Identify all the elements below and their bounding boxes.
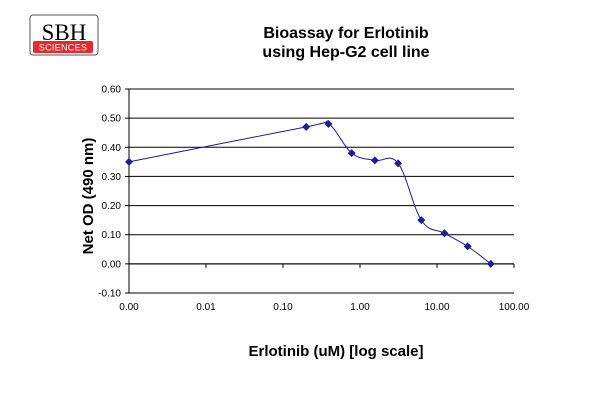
gridlines — [125, 88, 514, 294]
x-tick-label: 0.00 — [119, 302, 139, 313]
data-point-marker — [347, 149, 356, 158]
data-point-marker — [302, 122, 311, 131]
data-point-marker — [463, 242, 472, 251]
y-tick-label: 0.20 — [102, 201, 122, 212]
x-tick-label: 1.00 — [350, 302, 370, 313]
y-tick-label: 0.30 — [102, 172, 122, 183]
x-axis — [128, 263, 515, 268]
data-point-marker — [394, 159, 403, 168]
x-tick-label: 100.00 — [499, 302, 530, 313]
data-point-marker — [417, 216, 426, 225]
data-point-marker — [125, 157, 133, 166]
series-erlotinib — [125, 119, 495, 268]
chart-title-line-1: Bioassay for Erlotinib — [263, 25, 429, 42]
x-axis-tick-labels: 0.00 0.01 0.10 1.00 10.00 100.00 — [119, 302, 529, 313]
y-tick-label: 0.10 — [102, 230, 122, 241]
x-tick-label: 0.10 — [273, 302, 293, 313]
data-point-marker — [324, 119, 333, 128]
y-tick-label: 0.00 — [102, 259, 122, 270]
x-tick-label: 10.00 — [424, 302, 449, 313]
y-tick-label: -0.10 — [98, 289, 121, 300]
logo-bottom-text: SCIENCES — [39, 43, 87, 53]
x-tick-label: 0.01 — [196, 302, 216, 313]
sbh-sciences-logo: SBH SCIENCES — [29, 14, 99, 56]
data-point-marker — [440, 229, 449, 238]
y-tick-label: 0.50 — [102, 114, 122, 125]
series-line — [128, 120, 492, 265]
x-axis-label: Erlotinib (uM) [log scale] — [249, 343, 424, 360]
y-axis-tick-labels: -0.10 0.00 0.10 0.20 0.30 0.40 0.50 0.60 — [98, 85, 121, 300]
y-tick-label: 0.40 — [102, 143, 122, 154]
data-point-marker — [486, 259, 495, 268]
logo-top-text: SBH — [42, 20, 87, 45]
y-axis-label: Net OD (490 nm) — [80, 138, 97, 255]
chart-title-line-2: using Hep-G2 cell line — [262, 44, 429, 61]
y-tick-label: 0.60 — [102, 85, 122, 96]
data-point-marker — [370, 156, 379, 165]
